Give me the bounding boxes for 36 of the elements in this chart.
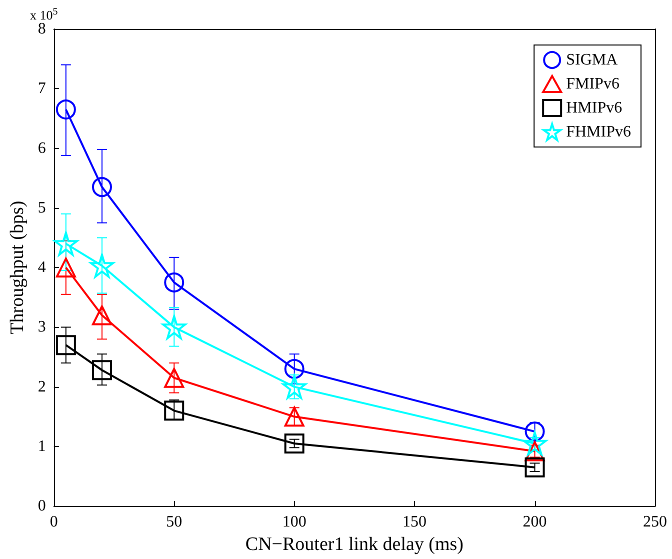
point (164, 368, 184, 388)
legend-label: FHMIPv6 (566, 124, 631, 140)
point (164, 272, 184, 292)
point (92, 177, 112, 198)
point (284, 358, 304, 379)
x-tick-label: 50 (166, 514, 182, 531)
point (522, 431, 547, 456)
x-tick-label: 250 (643, 514, 667, 531)
x-tick-label: 150 (402, 514, 427, 531)
y-tick-label: 7 (38, 80, 46, 98)
y-tick-label: 2 (38, 378, 46, 396)
y-tick-label: 1 (38, 438, 46, 455)
legend-label: SIGMA (566, 52, 618, 68)
x-tick-label: 0 (50, 514, 58, 531)
y-tick-label: 3 (38, 318, 46, 336)
y-axis-title: Throughput (bps) (7, 200, 28, 334)
legend-label: HMIPv6 (566, 100, 622, 116)
point (524, 422, 545, 442)
point (284, 406, 304, 427)
x-tick-label: 100 (282, 514, 306, 531)
point (56, 335, 76, 356)
point (56, 100, 76, 120)
point (284, 433, 304, 454)
y-tick-label: 4 (38, 259, 46, 276)
legend-label: FMIPv6 (566, 76, 620, 92)
point (524, 457, 545, 478)
point (164, 400, 184, 421)
y-tick-label: 8 (38, 20, 46, 38)
point (56, 258, 76, 278)
x-tick-label: 200 (522, 514, 547, 531)
y-tick-label: 0 (38, 498, 46, 515)
point (92, 305, 112, 326)
y-tick-label: 6 (38, 140, 46, 157)
point (92, 360, 112, 380)
y-tick-label: 5 (38, 199, 46, 216)
x-axis-title: CN−Router1 link delay (ms) (245, 534, 464, 555)
